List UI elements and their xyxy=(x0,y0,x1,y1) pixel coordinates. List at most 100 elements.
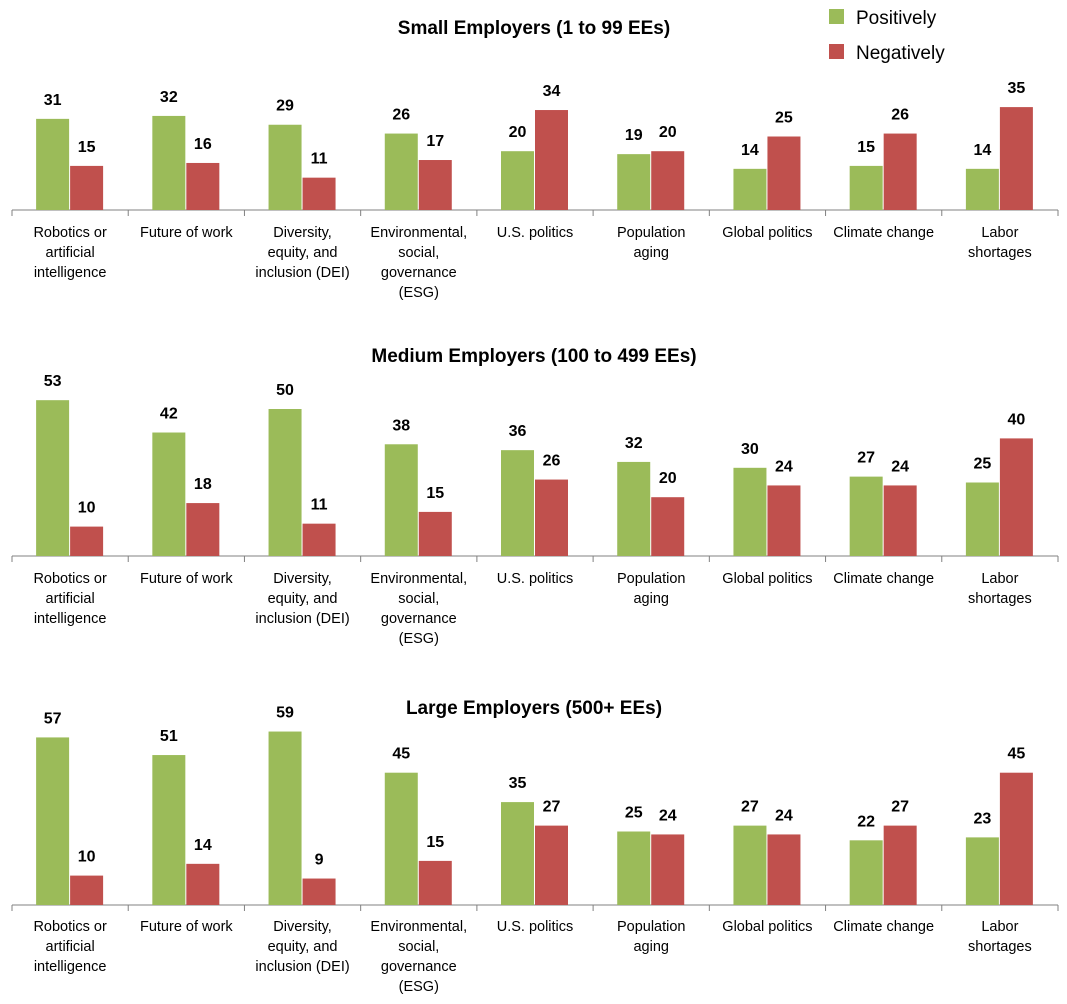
data-label-negatively: 18 xyxy=(194,476,212,493)
bar-negatively-population-aging xyxy=(651,151,685,210)
bar-positively-future-of-work xyxy=(152,432,186,556)
data-label-positively: 32 xyxy=(160,89,178,106)
category-label: Climate change xyxy=(833,571,934,587)
chart-panel-2: Medium Employers (100 to 499 EEs) 53 10 Rob… xyxy=(11,346,1059,647)
bar-positively-diversity-equity-and-inclusion-dei xyxy=(268,124,302,210)
data-label-negatively: 45 xyxy=(1007,746,1025,763)
data-label-negatively: 9 xyxy=(315,852,324,869)
category-label: Population aging xyxy=(617,571,686,607)
data-label-negatively: 20 xyxy=(659,470,677,487)
data-label-negatively: 24 xyxy=(775,458,793,475)
category-label: Diversity, equity, and inclusion (DEI) xyxy=(255,919,349,975)
bar-negatively-global-politics xyxy=(767,834,801,905)
category-label: Global politics xyxy=(722,571,812,587)
bar-negatively-global-politics xyxy=(767,136,801,210)
bar-negatively-environmental-social-governance-esg xyxy=(418,511,452,556)
bar-negatively-diversity-equity-and-inclusion-dei xyxy=(302,878,336,905)
bar-negatively-robotics-or-artificial-intelligence xyxy=(70,165,104,210)
data-label-positively: 25 xyxy=(625,805,643,822)
legend: Positively Negatively xyxy=(829,8,945,64)
data-label-negatively: 10 xyxy=(78,500,96,517)
bar-negatively-global-politics xyxy=(767,485,801,556)
data-label-negatively: 14 xyxy=(194,837,212,854)
category-label: Diversity, equity, and inclusion (DEI) xyxy=(255,571,349,627)
legend-swatch-positively xyxy=(829,9,844,24)
bar-positively-climate-change xyxy=(849,476,883,556)
bar-positively-climate-change xyxy=(849,165,883,210)
category-label: Labor shortages xyxy=(968,919,1032,955)
bar-negatively-environmental-social-governance-esg xyxy=(418,160,452,210)
category-label: Global politics xyxy=(722,919,812,935)
data-label-positively: 19 xyxy=(625,127,643,144)
data-label-negatively: 26 xyxy=(543,453,561,470)
bar-negatively-future-of-work xyxy=(186,503,220,556)
data-label-positively: 32 xyxy=(625,435,643,452)
panel-title: Large Employers (500+ EEs) xyxy=(406,698,662,719)
bar-negatively-population-aging xyxy=(651,497,685,556)
data-label-negatively: 25 xyxy=(775,110,793,127)
data-label-negatively: 15 xyxy=(78,139,96,156)
bar-positively-population-aging xyxy=(617,154,651,210)
category-label: Environmental, social, governance (ESG) xyxy=(370,571,467,647)
data-label-positively: 14 xyxy=(741,142,759,159)
category-label: Population aging xyxy=(617,919,686,955)
bar-positively-labor-shortages xyxy=(965,168,999,210)
category-label: Global politics xyxy=(722,225,812,241)
data-label-negatively: 24 xyxy=(659,807,677,824)
data-label-negatively: 11 xyxy=(311,151,328,168)
bar-negatively-robotics-or-artificial-intelligence xyxy=(70,526,104,556)
data-label-positively: 25 xyxy=(973,456,991,473)
data-label-positively: 51 xyxy=(160,728,178,745)
category-label: Robotics or artificial intelligence xyxy=(33,571,107,627)
bar-positively-labor-shortages xyxy=(965,837,999,905)
data-label-negatively: 20 xyxy=(659,124,677,141)
bar-positively-labor-shortages xyxy=(965,482,999,556)
category-label: Diversity, equity, and inclusion (DEI) xyxy=(255,225,349,281)
category-label: Climate change xyxy=(833,225,934,241)
category-label: Climate change xyxy=(833,919,934,935)
bar-negatively-diversity-equity-and-inclusion-dei xyxy=(302,523,336,556)
category-label: U.S. politics xyxy=(497,919,574,935)
data-label-positively: 23 xyxy=(973,810,991,827)
bar-negatively-u-s-politics xyxy=(535,825,568,905)
data-label-positively: 45 xyxy=(392,746,410,763)
data-label-positively: 20 xyxy=(509,124,527,141)
bar-positively-future-of-work xyxy=(152,755,186,905)
bar-positively-global-politics xyxy=(733,168,767,210)
data-label-negatively: 34 xyxy=(543,83,561,100)
data-label-negatively: 17 xyxy=(426,133,444,150)
data-label-positively: 22 xyxy=(857,813,875,830)
data-label-negatively: 26 xyxy=(891,107,909,124)
bar-positively-global-politics xyxy=(733,825,767,905)
data-label-negatively: 27 xyxy=(543,799,561,816)
bar-positively-u-s-politics xyxy=(501,450,534,556)
legend-label-negatively: Negatively xyxy=(856,43,945,64)
bar-positively-global-politics xyxy=(733,467,767,556)
panel-title: Medium Employers (100 to 499 EEs) xyxy=(371,346,696,367)
category-label: Future of work xyxy=(140,571,233,587)
data-label-negatively: 10 xyxy=(78,849,96,866)
data-label-negatively: 40 xyxy=(1007,411,1025,428)
panel-title: Small Employers (1 to 99 EEs) xyxy=(398,18,670,39)
bar-positively-population-aging xyxy=(617,831,651,905)
category-label: Robotics or artificial intelligence xyxy=(33,919,107,975)
data-label-negatively: 16 xyxy=(194,136,212,153)
data-label-positively: 59 xyxy=(276,705,294,722)
category-label: Future of work xyxy=(140,919,233,935)
bar-negatively-future-of-work xyxy=(186,863,220,905)
bar-negatively-u-s-politics xyxy=(535,110,568,210)
data-label-positively: 15 xyxy=(857,139,875,156)
legend-swatch-negatively xyxy=(829,44,844,59)
legend-label-positively: Positively xyxy=(856,8,937,29)
data-label-negatively: 24 xyxy=(891,458,909,475)
bar-positively-population-aging xyxy=(617,461,651,556)
category-label: Environmental, social, governance (ESG) xyxy=(370,225,467,301)
bar-positively-robotics-or-artificial-intelligence xyxy=(36,400,70,556)
data-label-negatively: 15 xyxy=(426,485,444,502)
data-label-positively: 30 xyxy=(741,441,759,458)
data-label-positively: 53 xyxy=(44,373,62,390)
bar-negatively-climate-change xyxy=(883,825,917,905)
bar-positively-diversity-equity-and-inclusion-dei xyxy=(268,409,302,556)
category-label: U.S. politics xyxy=(497,571,574,587)
category-label: Labor shortages xyxy=(968,571,1032,607)
